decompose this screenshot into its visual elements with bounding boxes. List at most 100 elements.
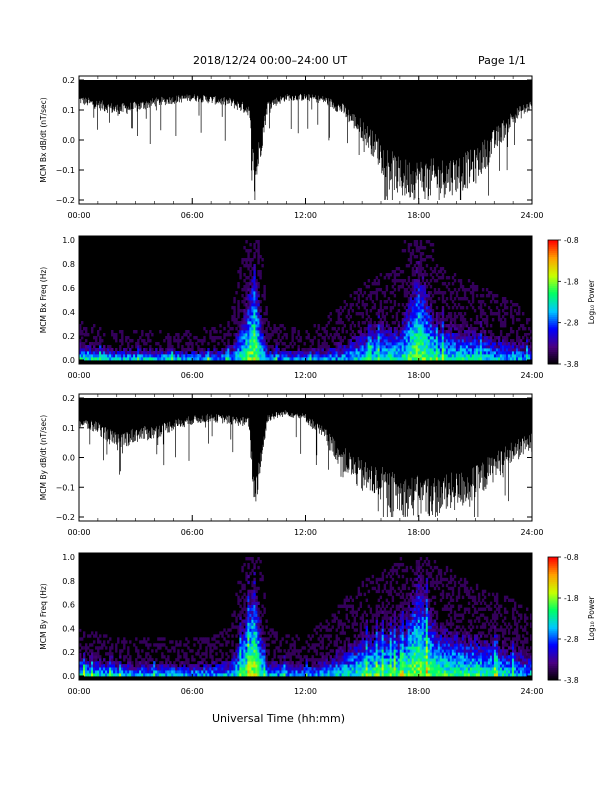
heat-cell (425, 354, 429, 358)
heat-cell (235, 634, 238, 638)
heat-cell (375, 336, 379, 340)
heat-cell (241, 330, 244, 334)
heat-cell (149, 354, 152, 358)
heat-cell (469, 336, 473, 340)
heat-cell (249, 601, 252, 606)
heat-cell (417, 270, 421, 274)
heat-cell (373, 303, 377, 307)
heat-cell (371, 354, 375, 358)
heat-cell (451, 300, 455, 304)
heat-cell (183, 670, 186, 674)
heat-cell (237, 315, 240, 319)
heat-cell (525, 351, 529, 355)
heat-cell (315, 351, 318, 355)
heat-cell (227, 330, 230, 334)
heat-cell (447, 306, 451, 310)
heat-cell (283, 357, 286, 361)
heat-cell (421, 276, 425, 280)
heat-cell (530, 354, 533, 358)
heat-cell (381, 348, 385, 352)
heat-cell (289, 655, 292, 659)
heat-cell (375, 610, 379, 614)
heat-cell (469, 339, 473, 343)
heat-cell (413, 318, 417, 322)
heat-cell (183, 333, 186, 337)
heat-cell (443, 336, 447, 340)
heat-cell (337, 610, 340, 614)
heat-cell (389, 273, 393, 277)
heat-cell (243, 583, 246, 588)
heat-cell (245, 631, 248, 635)
heat-cell (237, 661, 240, 665)
heat-cell (381, 333, 385, 337)
heat-cell (475, 327, 479, 331)
heat-cell (221, 652, 224, 656)
heat-cell (383, 607, 387, 611)
heat-cell (373, 333, 377, 337)
heat-cell (113, 661, 116, 665)
heat-cell (413, 285, 417, 289)
heat-cell (429, 273, 433, 277)
heat-cell (293, 327, 296, 331)
heat-cell (371, 646, 375, 650)
heat-cell (371, 652, 375, 656)
heat-cell (530, 336, 533, 340)
heat-cell (343, 351, 346, 355)
heat-cell (353, 354, 357, 358)
heat-cell (353, 634, 357, 638)
heat-cell (291, 637, 294, 641)
heat-cell (327, 351, 330, 355)
heat-cell (369, 658, 373, 662)
heat-cell (467, 339, 471, 343)
heat-cell (357, 589, 361, 594)
heat-cell (419, 315, 423, 319)
heat-cell (419, 261, 423, 265)
heat-cell (351, 670, 354, 674)
heat-cell (325, 342, 328, 346)
heat-cell (499, 321, 503, 325)
heat-cell (305, 336, 308, 340)
heat-cell (413, 342, 417, 346)
heat-cell (241, 643, 244, 647)
heat-cell (299, 336, 302, 340)
heat-cell (257, 348, 260, 352)
heat-cell (453, 339, 457, 343)
heat-cell (361, 640, 365, 644)
heat-cell (107, 357, 110, 361)
heat-cell (259, 667, 262, 671)
heat-cell (421, 327, 425, 331)
heat-cell (95, 661, 98, 665)
heat-cell (209, 649, 212, 653)
heat-cell (419, 321, 423, 325)
heat-cell (339, 631, 342, 635)
heat-cell (435, 312, 439, 316)
heat-cell (239, 321, 242, 325)
heat-cell (277, 670, 280, 674)
heat-cell (419, 255, 423, 259)
y-tick-label: 0.0 (62, 454, 75, 463)
heat-cell (365, 297, 369, 301)
heat-cell (499, 345, 503, 349)
heat-cell (245, 664, 248, 668)
heat-cell (163, 655, 166, 659)
heat-cell (437, 351, 441, 355)
heat-cell (359, 643, 363, 647)
heat-cell (449, 324, 453, 328)
heat-cell (513, 354, 517, 358)
heat-cell (473, 345, 477, 349)
heat-cell (345, 673, 348, 677)
heat-cell (441, 357, 445, 361)
heat-cell (117, 673, 120, 677)
heat-cell (389, 640, 393, 644)
heat-cell (253, 613, 256, 617)
heat-cell (491, 345, 495, 349)
x-tick-label: 06:00 (181, 211, 204, 220)
heat-cell (165, 664, 168, 668)
heat-cell (187, 664, 190, 668)
heat-cell (243, 598, 246, 603)
heat-cell (251, 595, 254, 600)
heat-cell (209, 357, 212, 361)
heat-cell (127, 342, 130, 346)
heat-cell (525, 336, 529, 340)
heat-cell (519, 357, 523, 361)
